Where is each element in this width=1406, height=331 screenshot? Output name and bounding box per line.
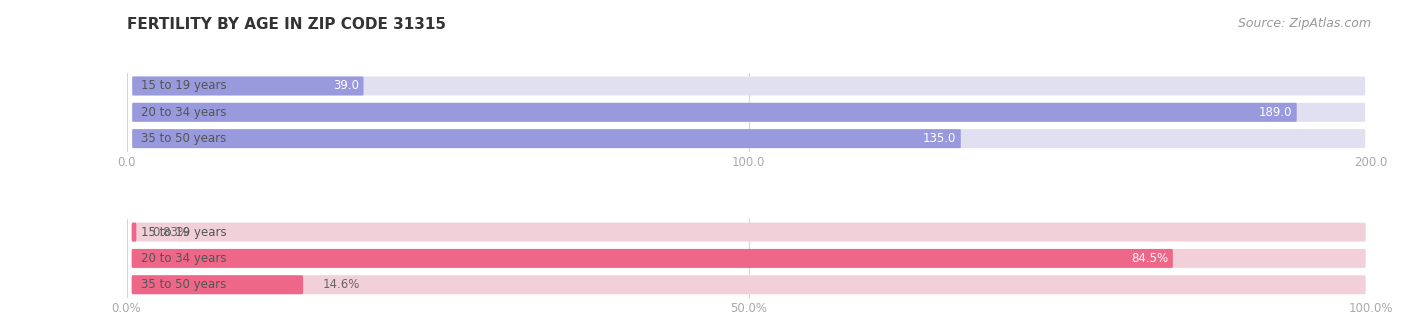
FancyBboxPatch shape [132, 223, 1365, 242]
Text: 20 to 34 years: 20 to 34 years [142, 252, 226, 265]
Text: Source: ZipAtlas.com: Source: ZipAtlas.com [1237, 17, 1371, 29]
FancyBboxPatch shape [132, 249, 1365, 268]
Text: 15 to 19 years: 15 to 19 years [142, 226, 228, 239]
Text: 84.5%: 84.5% [1130, 252, 1168, 265]
Text: 135.0: 135.0 [924, 132, 956, 145]
FancyBboxPatch shape [132, 103, 1365, 122]
FancyBboxPatch shape [132, 223, 136, 242]
Text: 20 to 34 years: 20 to 34 years [142, 106, 226, 119]
Text: 39.0: 39.0 [333, 79, 359, 92]
Text: 0.83%: 0.83% [152, 226, 188, 239]
FancyBboxPatch shape [132, 275, 304, 294]
Text: 35 to 50 years: 35 to 50 years [142, 278, 226, 291]
FancyBboxPatch shape [132, 103, 1296, 122]
Text: FERTILITY BY AGE IN ZIP CODE 31315: FERTILITY BY AGE IN ZIP CODE 31315 [127, 17, 446, 31]
Text: 189.0: 189.0 [1258, 106, 1292, 119]
Text: 35 to 50 years: 35 to 50 years [142, 132, 226, 145]
FancyBboxPatch shape [132, 129, 960, 148]
FancyBboxPatch shape [132, 275, 1365, 294]
FancyBboxPatch shape [132, 129, 1365, 148]
Text: 14.6%: 14.6% [323, 278, 360, 291]
FancyBboxPatch shape [132, 76, 1365, 95]
FancyBboxPatch shape [132, 76, 364, 95]
Text: 15 to 19 years: 15 to 19 years [142, 79, 228, 92]
FancyBboxPatch shape [132, 249, 1173, 268]
